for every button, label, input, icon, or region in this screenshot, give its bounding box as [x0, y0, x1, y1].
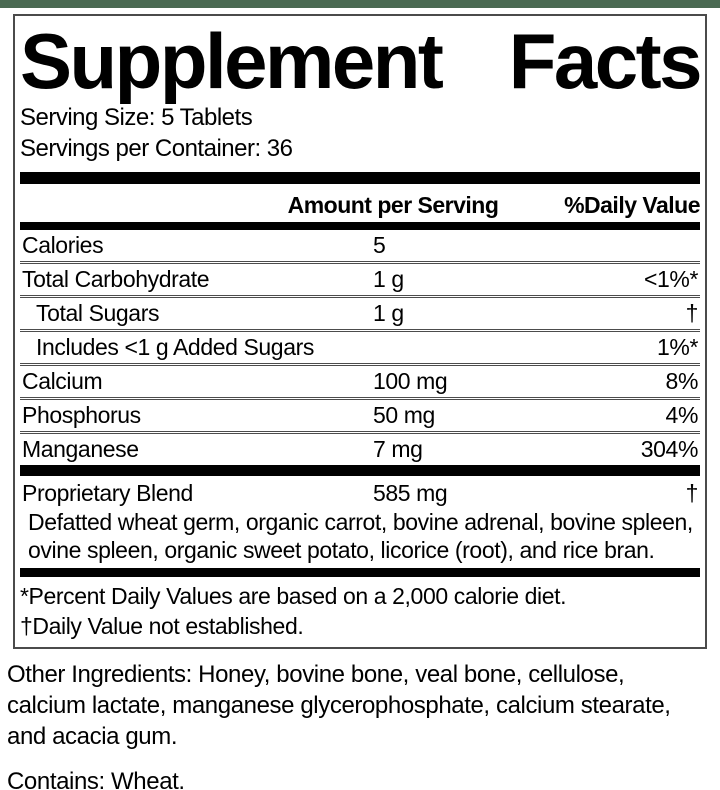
nutrient-amount: 5 — [373, 232, 386, 258]
nutrient-daily-value: † — [685, 300, 699, 326]
nutrient-row-manganese: Manganese 7 mg 304% — [20, 431, 700, 465]
divider-bar-under-header — [20, 222, 700, 230]
nutrient-name: Calcium — [22, 368, 103, 394]
green-accent-strip — [0, 0, 720, 8]
nutrient-table: Calories 5 Total Carbohydrate 1 g <1%* T… — [20, 230, 700, 465]
nutrient-daily-value: 8% — [665, 368, 699, 394]
nutrient-name: Includes <1 g Added Sugars — [36, 334, 314, 360]
nutrient-amount: 1 g — [373, 266, 404, 292]
blend-amount: 585 mg — [373, 480, 448, 506]
column-header-amount: Amount per Serving — [287, 192, 499, 218]
nutrient-row-added-sugars: Includes <1 g Added Sugars 1%* — [20, 329, 700, 363]
nutrient-name: Calories — [22, 232, 104, 258]
nutrient-amount: 50 mg — [373, 402, 435, 428]
other-ingredients-text: Other Ingredients: Honey, bovine bone, v… — [7, 661, 671, 750]
nutrient-name: Total Carbohydrate — [22, 266, 210, 292]
footnote-daily-values: *Percent Daily Values are based on a 2,0… — [20, 583, 567, 609]
nutrient-row-phosphorus: Phosphorus 50 mg 4% — [20, 397, 700, 431]
below-panel-section: Other Ingredients: Honey, bovine bone, v… — [7, 659, 710, 790]
contains-allergen-text: Contains: Wheat. — [7, 768, 185, 790]
column-header-daily-value: %Daily Value — [564, 192, 700, 218]
blend-name: Proprietary Blend — [22, 480, 193, 506]
nutrient-daily-value: 4% — [665, 402, 699, 428]
nutrient-name: Manganese — [22, 436, 139, 462]
nutrient-row-total-carbohydrate: Total Carbohydrate 1 g <1%* — [20, 261, 700, 295]
proprietary-blend-row: Proprietary Blend 585 mg † — [20, 478, 700, 508]
nutrient-amount: 100 mg — [373, 368, 448, 394]
nutrient-row-total-sugars: Total Sugars 1 g † — [20, 295, 700, 329]
panel-title-word-supplement: Supplement — [20, 17, 444, 105]
footnote-dagger: †Daily Value not established. — [20, 613, 304, 639]
serving-size-text: Serving Size: 5 Tablets — [20, 104, 253, 131]
divider-bar-thick-top — [20, 172, 700, 184]
blend-description: Defatted wheat germ, organic carrot, bov… — [28, 509, 693, 563]
nutrient-name: Total Sugars — [36, 300, 160, 326]
divider-bar-above-footnotes — [20, 568, 700, 577]
blend-daily-value: † — [685, 480, 699, 506]
nutrient-amount: 7 mg — [373, 436, 423, 462]
nutrient-name: Phosphorus — [22, 402, 141, 428]
panel-title-word-facts: Facts — [508, 17, 703, 105]
nutrient-row-calcium: Calcium 100 mg 8% — [20, 363, 700, 397]
servings-per-container-text: Servings per Container: 36 — [20, 135, 293, 162]
nutrient-daily-value: 1%* — [657, 334, 698, 360]
table-header-row: Amount per Serving %Daily Value — [20, 184, 701, 222]
nutrient-daily-value: <1%* — [643, 266, 698, 292]
nutrient-daily-value: 304% — [640, 436, 699, 462]
supplement-facts-panel: Supplement Facts Serving Size: 5 Tablets… — [13, 14, 707, 649]
nutrient-row-calories: Calories 5 — [20, 230, 700, 261]
nutrient-amount: 1 g — [373, 300, 404, 326]
footnotes-section: *Percent Daily Values are based on a 2,0… — [20, 577, 700, 647]
panel-title: Supplement Facts — [20, 17, 703, 105]
divider-bar-above-blend — [20, 465, 700, 476]
